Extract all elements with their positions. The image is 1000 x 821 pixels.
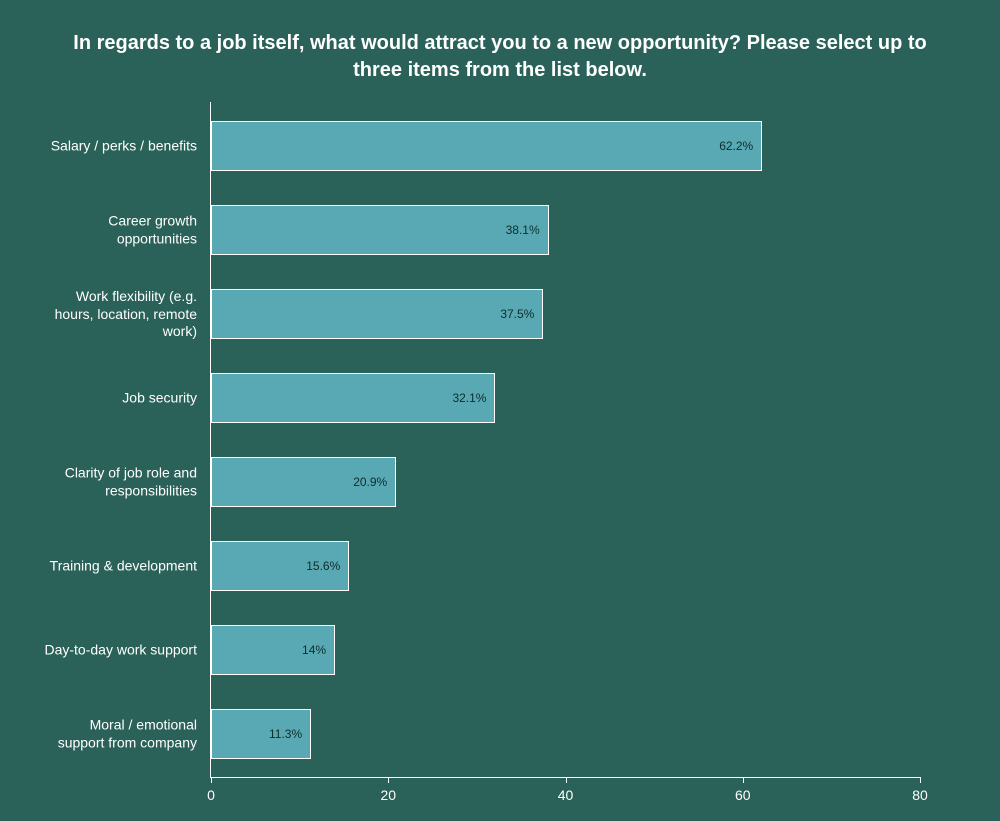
y-axis-label: Job security xyxy=(41,389,211,407)
bar-value-label: 14% xyxy=(302,643,326,657)
bar-value-label: 32.1% xyxy=(452,391,486,405)
y-axis-label: Training & development xyxy=(41,557,211,575)
x-tick xyxy=(211,777,212,783)
bar-row: Day-to-day work support14% xyxy=(211,625,920,675)
bar-row: Work flexibility (e.g. hours, location, … xyxy=(211,289,920,339)
x-tick xyxy=(388,777,389,783)
bar: 20.9% xyxy=(211,457,396,507)
y-axis-label: Clarity of job role and responsibilities xyxy=(41,465,211,500)
bar: 38.1% xyxy=(211,205,549,255)
y-axis-label: Day-to-day work support xyxy=(41,641,211,659)
bar-row: Clarity of job role and responsibilities… xyxy=(211,457,920,507)
x-tick xyxy=(920,777,921,783)
bar: 62.2% xyxy=(211,121,762,171)
bar: 37.5% xyxy=(211,289,543,339)
bar-value-label: 62.2% xyxy=(719,139,753,153)
bar-row: Moral / emotional support from company11… xyxy=(211,709,920,759)
x-tick xyxy=(743,777,744,783)
x-tick-label: 0 xyxy=(207,787,215,803)
bar: 14% xyxy=(211,625,335,675)
x-tick-label: 80 xyxy=(912,787,928,803)
chart-title: In regards to a job itself, what would a… xyxy=(40,30,960,84)
y-axis-label: Moral / emotional support from company xyxy=(41,717,211,752)
x-tick-label: 40 xyxy=(558,787,574,803)
y-axis-label: Salary / perks / benefits xyxy=(41,137,211,155)
bar-row: Salary / perks / benefits62.2% xyxy=(211,121,920,171)
x-tick xyxy=(566,777,567,783)
bar-value-label: 37.5% xyxy=(500,307,534,321)
bar-row: Career growth opportunities38.1% xyxy=(211,205,920,255)
bar-value-label: 11.3% xyxy=(269,727,302,741)
y-axis-label: Career growth opportunities xyxy=(41,213,211,248)
bar-row: Training & development15.6% xyxy=(211,541,920,591)
bar: 32.1% xyxy=(211,373,495,423)
x-tick-label: 20 xyxy=(380,787,396,803)
bar: 15.6% xyxy=(211,541,349,591)
bar-value-label: 38.1% xyxy=(506,223,540,237)
chart-container: In regards to a job itself, what would a… xyxy=(0,0,1000,821)
x-tick-label: 60 xyxy=(735,787,751,803)
plot-wrap: 020406080Salary / perks / benefits62.2%C… xyxy=(210,102,920,778)
y-axis-label: Work flexibility (e.g. hours, location, … xyxy=(41,288,211,341)
bar-value-label: 15.6% xyxy=(306,559,340,573)
plot-area: 020406080Salary / perks / benefits62.2%C… xyxy=(210,102,920,778)
bar-value-label: 20.9% xyxy=(353,475,387,489)
bar: 11.3% xyxy=(211,709,311,759)
bar-row: Job security32.1% xyxy=(211,373,920,423)
